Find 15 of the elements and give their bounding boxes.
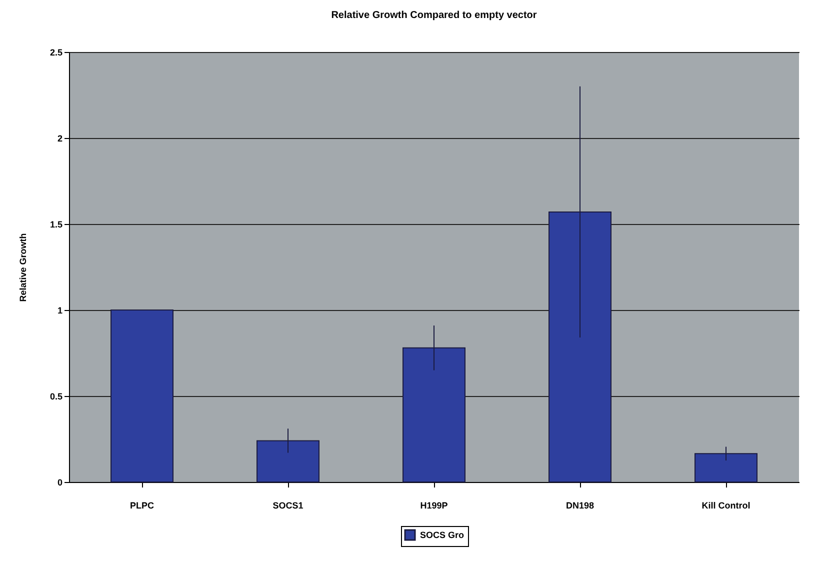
x-tick-label: Kill Control <box>702 500 750 510</box>
y-tick-label: 0 <box>57 478 62 488</box>
x-tick-label: PLPC <box>130 500 154 510</box>
x-tick-label: SOCS1 <box>272 500 304 510</box>
legend-label: SOCS Gro <box>420 530 465 540</box>
y-tick-label: 2.5 <box>50 48 62 58</box>
y-tick-label: 0.5 <box>50 392 62 402</box>
y-axis-title: Relative Growth <box>18 233 28 302</box>
y-tick-label: 2 <box>57 134 62 144</box>
bar <box>110 310 174 482</box>
chart-title: Relative Growth Compared to empty vector <box>331 10 537 21</box>
x-tick-label: DN198 <box>566 500 594 510</box>
x-tick-label: H199P <box>420 500 448 510</box>
y-tick-label: 1.5 <box>50 220 62 230</box>
y-tick-label: 1 <box>57 306 62 316</box>
